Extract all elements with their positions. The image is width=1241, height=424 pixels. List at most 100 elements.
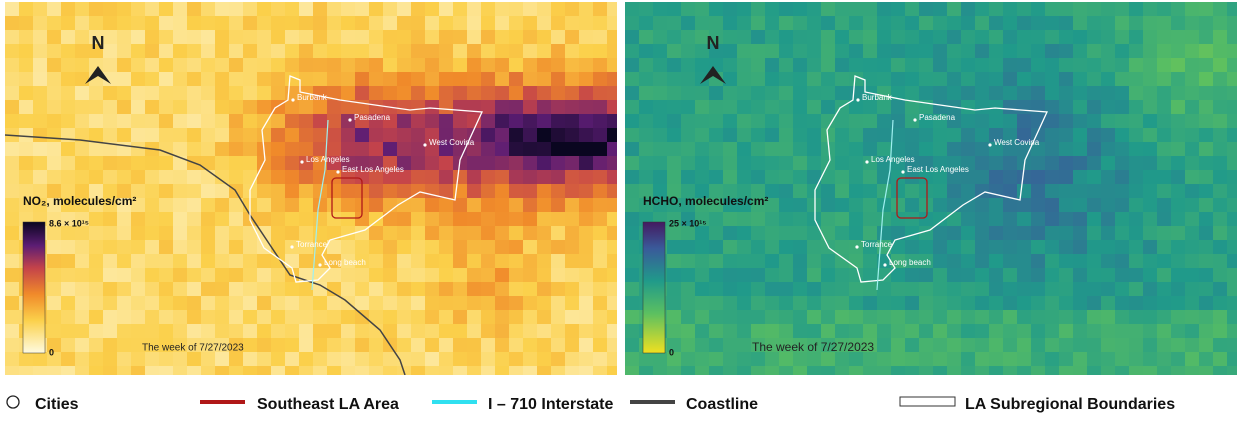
pixel	[877, 282, 892, 297]
pixel	[723, 44, 738, 59]
pixel	[173, 16, 188, 31]
pixel	[625, 86, 640, 101]
pixel	[565, 16, 580, 31]
pixel	[975, 72, 990, 87]
pixel	[1213, 58, 1228, 73]
pixel	[537, 128, 552, 143]
pixel	[383, 30, 398, 45]
pixel	[271, 170, 286, 185]
pixel	[681, 72, 696, 87]
pixel	[779, 16, 794, 31]
pixel	[1101, 86, 1116, 101]
pixel	[737, 282, 752, 297]
pixel	[19, 114, 34, 129]
pixel	[243, 254, 258, 269]
pixel	[243, 226, 258, 241]
pixel	[89, 338, 104, 353]
pixel	[779, 198, 794, 213]
pixel	[877, 30, 892, 45]
pixel	[313, 338, 328, 353]
pixel	[1213, 310, 1228, 325]
maps: BurbankPasadenaWest CovinaLos AngelesEas…	[5, 2, 1241, 381]
pixel	[593, 254, 608, 269]
pixel	[439, 254, 454, 269]
pixel	[989, 268, 1004, 283]
pixel	[481, 156, 496, 171]
pixel	[607, 324, 622, 339]
pixel	[369, 128, 384, 143]
pixel	[61, 16, 76, 31]
pixel	[103, 44, 118, 59]
pixel	[737, 324, 752, 339]
pixel	[537, 226, 552, 241]
pixel	[1171, 338, 1186, 353]
pixel	[737, 352, 752, 367]
pixel	[453, 352, 468, 367]
pixel	[47, 268, 62, 283]
pixel	[453, 226, 468, 241]
pixel	[593, 44, 608, 59]
pixel	[681, 30, 696, 45]
pixel	[765, 170, 780, 185]
pixel	[1003, 338, 1018, 353]
pixel	[695, 366, 710, 381]
pixel	[625, 30, 640, 45]
pixel	[593, 142, 608, 157]
pixel	[117, 324, 132, 339]
pixel	[863, 282, 878, 297]
pixel	[467, 324, 482, 339]
pixel	[439, 324, 454, 339]
pixel	[1129, 44, 1144, 59]
pixel	[709, 86, 724, 101]
pixel	[243, 324, 258, 339]
pixel	[1143, 100, 1158, 115]
pixel	[1157, 128, 1172, 143]
pixel	[807, 198, 822, 213]
pixel	[173, 128, 188, 143]
pixel	[1185, 16, 1200, 31]
pixel	[215, 114, 230, 129]
pixel	[89, 268, 104, 283]
pixel	[1017, 72, 1032, 87]
pixel	[257, 366, 272, 381]
pixel	[47, 170, 62, 185]
pixel	[1073, 226, 1088, 241]
pixel	[411, 296, 426, 311]
pixel	[103, 114, 118, 129]
pixel	[257, 58, 272, 73]
pixel	[355, 16, 370, 31]
pixel	[709, 240, 724, 255]
pixel	[1101, 184, 1116, 199]
pixel	[565, 128, 580, 143]
pixel	[807, 268, 822, 283]
pixel	[1157, 226, 1172, 241]
pixel	[537, 212, 552, 227]
pixel	[1129, 128, 1144, 143]
pixel	[709, 156, 724, 171]
pixel	[607, 30, 622, 45]
pixel	[1073, 198, 1088, 213]
pixel	[751, 72, 766, 87]
pixel	[877, 352, 892, 367]
pixel	[439, 16, 454, 31]
pixel	[159, 16, 174, 31]
pixel	[1213, 128, 1228, 143]
pixel	[299, 282, 314, 297]
pixel	[33, 114, 48, 129]
pixel	[285, 100, 300, 115]
pixel	[723, 142, 738, 157]
pixel	[313, 114, 328, 129]
pixel	[919, 86, 934, 101]
pixel	[681, 86, 696, 101]
pixel	[257, 44, 272, 59]
pixel	[271, 296, 286, 311]
pixel	[737, 58, 752, 73]
pixel	[271, 282, 286, 297]
pixel	[1073, 184, 1088, 199]
pixel	[271, 198, 286, 213]
pixel	[593, 268, 608, 283]
pixel	[863, 16, 878, 31]
pixel	[807, 16, 822, 31]
pixel	[667, 58, 682, 73]
pixel	[891, 324, 906, 339]
